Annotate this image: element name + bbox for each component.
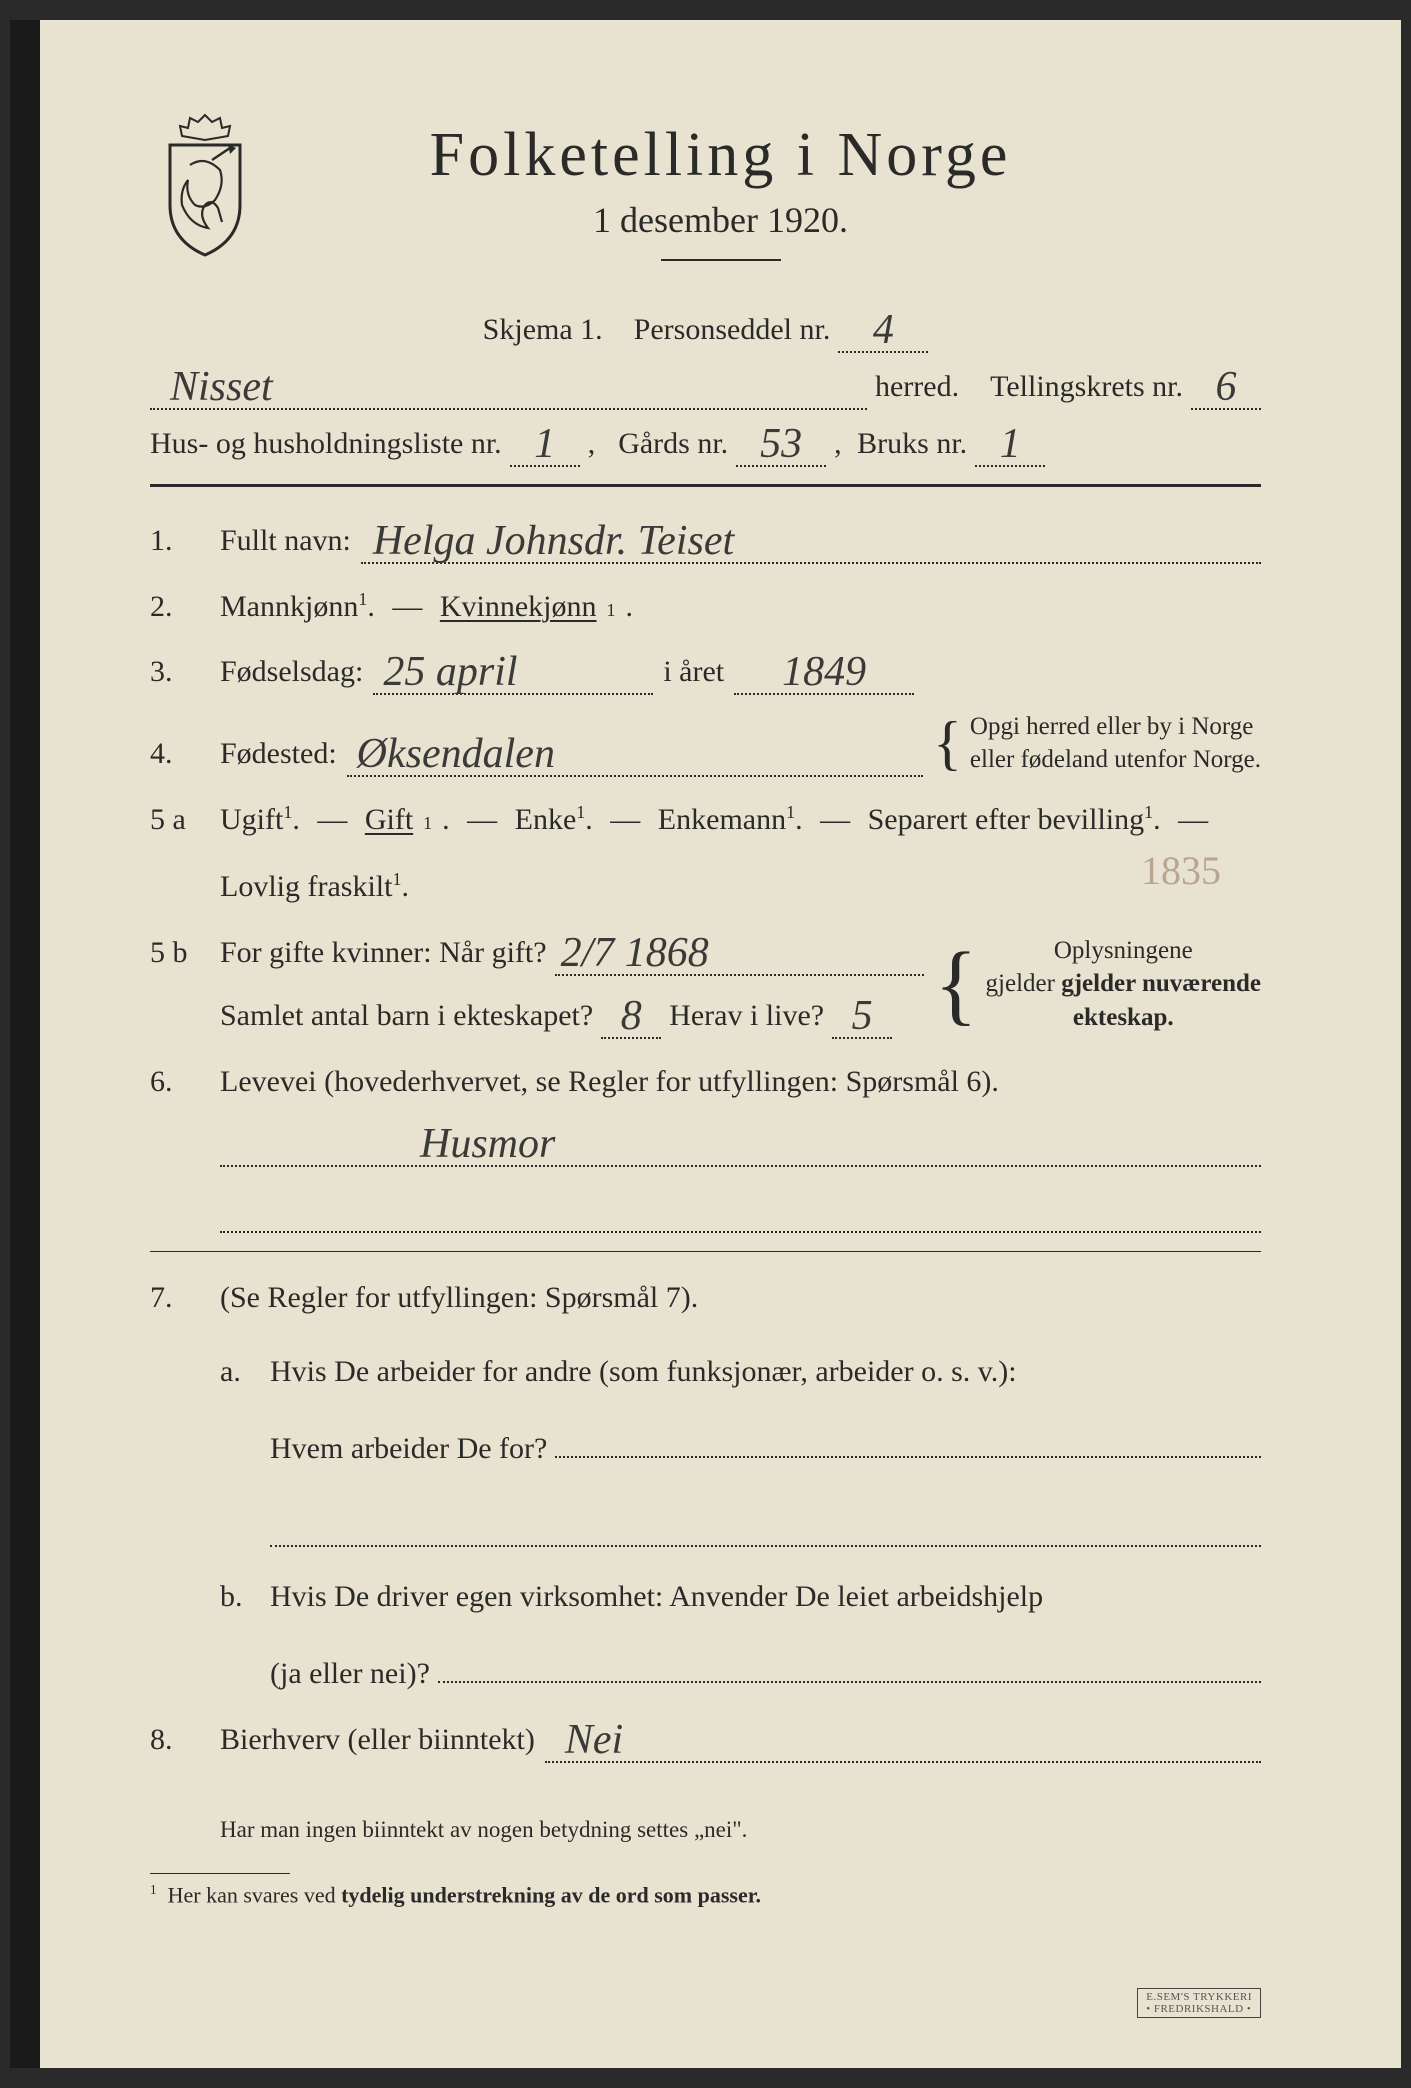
herred-line: Nisset herred. Tellingskrets nr. 6 — [150, 358, 1261, 415]
q1-num: 1. — [150, 513, 220, 569]
q3-year-label: i året — [663, 644, 724, 700]
q4-note: { Opgi herred eller by i Norge eller fød… — [933, 710, 1261, 778]
dash: — — [385, 579, 430, 635]
q8-value: Nei — [545, 1719, 1261, 1763]
q4-value: Øksendalen — [347, 733, 923, 777]
herred-value: Nisset — [150, 366, 867, 410]
q3: 3. Fødselsdag: 25 april i året 1849 — [150, 644, 1261, 700]
q5b: 5 b For gifte kvinner: Når gift? 2/7 186… — [150, 925, 1261, 1044]
tellingskrets-nr: 6 — [1191, 366, 1261, 410]
q7a-num: a. — [220, 1344, 270, 1547]
q7b: b. Hvis De driver egen virksomhet: Anven… — [220, 1569, 1261, 1702]
brace-icon: { — [933, 728, 962, 758]
q5a-num: 5 a — [150, 792, 220, 848]
title-rule — [661, 259, 781, 261]
q5a-opt-gift: Gift — [365, 792, 413, 848]
q5b-num: 5 b — [150, 925, 220, 981]
q3-num: 3. — [150, 644, 220, 700]
q7b-line1: Hvis De driver egen virksomhet: Anvender… — [270, 1569, 1261, 1625]
q1-label: Fullt navn: — [220, 513, 351, 569]
q3-label: Fødselsdag: — [220, 644, 363, 700]
bruks-label: Bruks nr. — [857, 415, 967, 472]
q5a-opt-enke: Enke1. — [515, 792, 593, 848]
q6-label: Levevei (hovederhvervet, se Regler for u… — [220, 1054, 1261, 1110]
q1-value: Helga Johnsdr. Teiset — [361, 520, 1261, 564]
q5a-opt-separert: Separert efter bevilling1. — [868, 792, 1161, 848]
q7b-line2: (ja eller nei)? — [270, 1646, 430, 1702]
q5a: 5 a Ugift1. — Gift1. — Enke1. — Enkemann… — [150, 792, 1261, 915]
q6-num: 6. — [150, 1054, 220, 1110]
q5b-label2: Samlet antal barn i ekteskapet? — [220, 988, 593, 1044]
q5b-label3: Herav i live? — [669, 988, 824, 1044]
divider-2 — [150, 1251, 1261, 1252]
main-title: Folketelling i Norge — [290, 120, 1151, 191]
husliste-line: Hus- og husholdningsliste nr. 1 , Gårds … — [150, 415, 1261, 472]
q8: 8. Bierhverv (eller biinntekt) Nei — [150, 1712, 1261, 1768]
q6-blank — [220, 1185, 1261, 1233]
q5b-gift: 2/7 1868 — [555, 932, 925, 976]
q5b-note1: Oplysningene — [986, 934, 1261, 968]
husliste-nr: 1 — [510, 423, 580, 467]
q5a-opt-fraskilt: Lovlig fraskilt1. — [220, 859, 409, 915]
q7-num: 7. — [150, 1270, 220, 1326]
skjema-label: Skjema 1. — [483, 301, 603, 358]
q5a-opt-enkemann: Enkemann1. — [658, 792, 803, 848]
q7-intro: (Se Regler for utfyllingen: Spørsmål 7). — [220, 1270, 1261, 1326]
title-block: Folketelling i Norge 1 desember 1920. — [290, 120, 1261, 291]
q4-label: Fødested: — [220, 726, 337, 782]
footnote-rule — [150, 1873, 290, 1874]
q7a-blank2 — [270, 1499, 1261, 1547]
q4-num: 4. — [150, 726, 220, 782]
q4: 4. Fødested: Øksendalen { Opgi herred el… — [150, 710, 1261, 782]
q7a-line1: Hvis De arbeider for andre (som funksjon… — [270, 1344, 1261, 1400]
gards-label: Gårds nr. — [618, 415, 728, 472]
q2-num: 2. — [150, 579, 220, 635]
census-form-page: Folketelling i Norge 1 desember 1920. Sk… — [10, 20, 1401, 2068]
q5b-live: 5 — [832, 995, 892, 1039]
footnote: 1 Her kan svares ved tydelig understrekn… — [150, 1882, 1261, 1908]
q8-num: 8. — [150, 1712, 220, 1768]
printer-stamp: E.SEM'S TRYKKERI• FREDRIKSHALD • — [1137, 1988, 1261, 2018]
q1: 1. Fullt navn: Helga Johnsdr. Teiset — [150, 513, 1261, 569]
q5b-barn: 8 — [601, 995, 661, 1039]
bruks-nr: 1 — [975, 423, 1045, 467]
q5b-note2: gjelder gjelder nuværende — [986, 967, 1261, 1001]
q4-note1: Opgi herred eller by i Norge — [970, 710, 1261, 744]
q5b-note3: ekteskap. — [986, 1001, 1261, 1035]
q7a-blank — [555, 1413, 1261, 1458]
personseddel-label: Personseddel nr. — [634, 301, 831, 358]
q5b-note: { Oplysningene gjelder gjelder nuværende… — [934, 934, 1261, 1035]
q4-note2: eller fødeland utenfor Norge. — [970, 743, 1261, 777]
personseddel-nr: 4 — [838, 309, 928, 353]
q7b-blank — [438, 1638, 1261, 1683]
q7b-num: b. — [220, 1569, 270, 1702]
gards-nr: 53 — [736, 423, 826, 467]
tellingskrets-label: Tellingskrets nr. — [990, 358, 1183, 415]
herred-label: herred. — [875, 358, 959, 415]
header: Folketelling i Norge 1 desember 1920. — [150, 120, 1261, 291]
brace-icon: { — [934, 962, 977, 1007]
coat-of-arms-icon — [150, 110, 260, 260]
divider-1 — [150, 484, 1261, 487]
q7: 7. (Se Regler for utfyllingen: Spørsmål … — [150, 1270, 1261, 1702]
q8-label: Bierhverv (eller biinntekt) — [220, 1712, 535, 1768]
subtitle: 1 desember 1920. — [290, 199, 1151, 241]
q5b-label1: For gifte kvinner: Når gift? — [220, 925, 547, 981]
q2-kvinne: Kvinnekjønn — [440, 579, 597, 635]
q2-mann: Mannkjønn1. — [220, 579, 375, 635]
q7a-line2: Hvem arbeider De for? — [270, 1421, 547, 1477]
q3-day: 25 april — [373, 651, 653, 695]
q6-value: Husmor — [220, 1123, 1261, 1167]
skjema-line: Skjema 1. Personseddel nr. 4 — [150, 301, 1261, 358]
q2: 2. Mannkjønn1. — Kvinnekjønn1. — [150, 579, 1261, 635]
husliste-label: Hus- og husholdningsliste nr. — [150, 415, 502, 472]
q6: 6. Levevei (hovederhvervet, se Regler fo… — [150, 1054, 1261, 1234]
q5a-opt-ugift: Ugift1. — [220, 792, 300, 848]
q3-year: 1849 — [734, 651, 914, 695]
note-line: Har man ingen biinntekt av nogen betydni… — [150, 1817, 1261, 1843]
pencil-note: 1835 — [1141, 834, 1221, 908]
q7a: a. Hvis De arbeider for andre (som funks… — [220, 1344, 1261, 1547]
